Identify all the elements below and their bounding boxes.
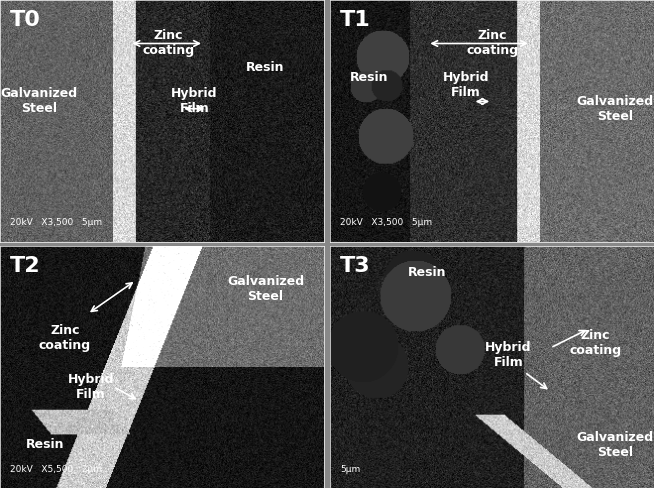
Text: 5μm: 5μm [340, 465, 360, 473]
Text: Hybrid
Film: Hybrid Film [443, 71, 489, 99]
Text: Zinc
coating: Zinc coating [39, 324, 91, 352]
Text: Zinc
coating: Zinc coating [570, 329, 622, 357]
Text: Galvanized
Steel: Galvanized Steel [577, 95, 654, 122]
Text: Galvanized
Steel: Galvanized Steel [577, 430, 654, 459]
Text: Hybrid
Film: Hybrid Film [67, 372, 114, 401]
Text: 20kV   X5,500   2μm: 20kV X5,500 2μm [10, 465, 102, 473]
Text: Resin: Resin [247, 61, 284, 74]
Text: T1: T1 [340, 10, 371, 30]
Text: Hybrid
Film: Hybrid Film [171, 87, 218, 116]
Text: Resin: Resin [26, 438, 64, 451]
Text: Zinc
coating: Zinc coating [466, 29, 518, 57]
Text: 20kV   X3,500   5μm: 20kV X3,500 5μm [10, 218, 102, 227]
Text: T2: T2 [10, 256, 41, 276]
Text: Galvanized
Steel: Galvanized Steel [0, 87, 77, 116]
Text: T3: T3 [340, 256, 371, 276]
Text: Zinc
coating: Zinc coating [143, 29, 194, 57]
Text: Hybrid
Film: Hybrid Film [485, 341, 532, 369]
Text: 20kV   X3,500   5μm: 20kV X3,500 5μm [340, 218, 432, 227]
Text: Resin: Resin [350, 71, 388, 84]
Text: Galvanized
Steel: Galvanized Steel [227, 275, 304, 304]
Text: Resin: Resin [408, 266, 447, 279]
Text: T0: T0 [10, 10, 41, 30]
